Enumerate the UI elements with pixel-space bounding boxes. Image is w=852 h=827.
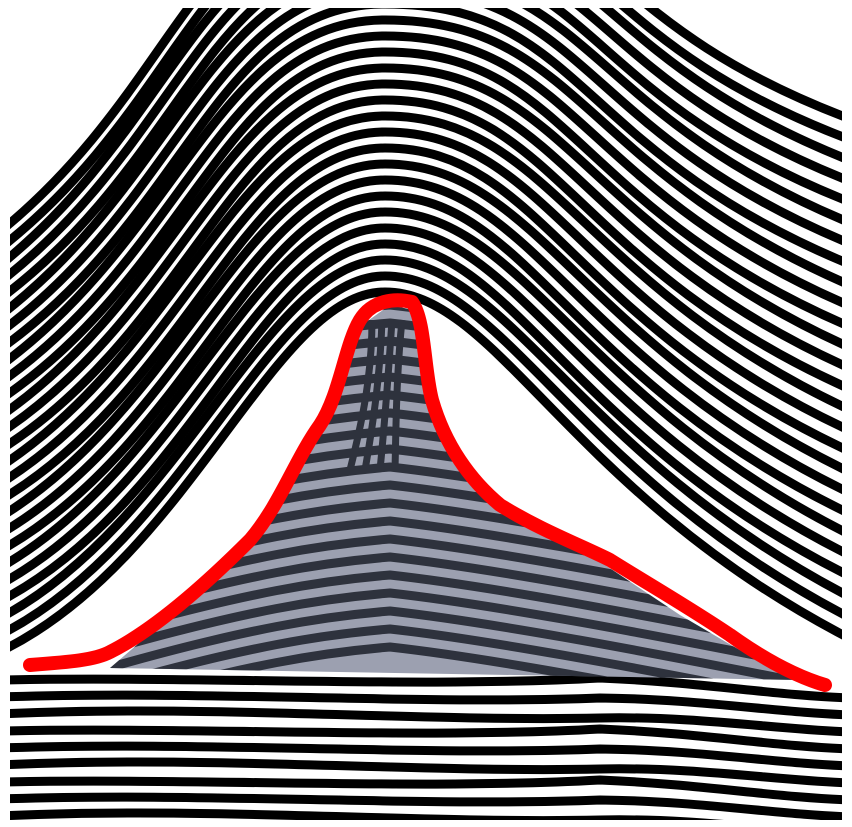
- ridge: [10, 287, 842, 652]
- ridge: [10, 31, 842, 382]
- ridge: [10, 8, 842, 263]
- ridge: [10, 792, 842, 820]
- ridge: [110, 624, 800, 680]
- ridge: [10, 239, 842, 601]
- ridge: [346, 319, 376, 471]
- ridge: [10, 191, 842, 551]
- ridge: [10, 8, 842, 331]
- ridge: [10, 111, 842, 466]
- ridge: [10, 757, 842, 788]
- ridge: [361, 319, 386, 471]
- ridge: [376, 319, 396, 471]
- ridge: [10, 63, 842, 415]
- ridge: [10, 223, 842, 584]
- ridge: [10, 673, 842, 703]
- ridge: [10, 741, 842, 771]
- ridge: [10, 8, 842, 247]
- ridge: [10, 775, 842, 805]
- ridge: [10, 271, 842, 635]
- ridge: [10, 690, 842, 720]
- ridge: [110, 570, 800, 655]
- ridge: [10, 47, 842, 399]
- ridge: [10, 706, 842, 737]
- ridge: [10, 15, 842, 365]
- ridge: [110, 588, 800, 673]
- ridge: [10, 8, 842, 280]
- ridge: [10, 175, 842, 534]
- ridge: [10, 8, 842, 230]
- ridge: [10, 255, 842, 618]
- ridge: [10, 8, 842, 348]
- ridge: [10, 808, 725, 820]
- ridge: [10, 8, 842, 314]
- ridge: [10, 95, 842, 449]
- ridge: [10, 127, 842, 483]
- ridge: [10, 79, 842, 432]
- ridge: [10, 724, 842, 754]
- ridge: [10, 8, 842, 297]
- ridge: [10, 207, 842, 567]
- ridge: [10, 159, 842, 517]
- ridge: [391, 319, 406, 471]
- ridge: [110, 606, 800, 680]
- outline: [23, 293, 832, 692]
- ridge: [10, 143, 842, 500]
